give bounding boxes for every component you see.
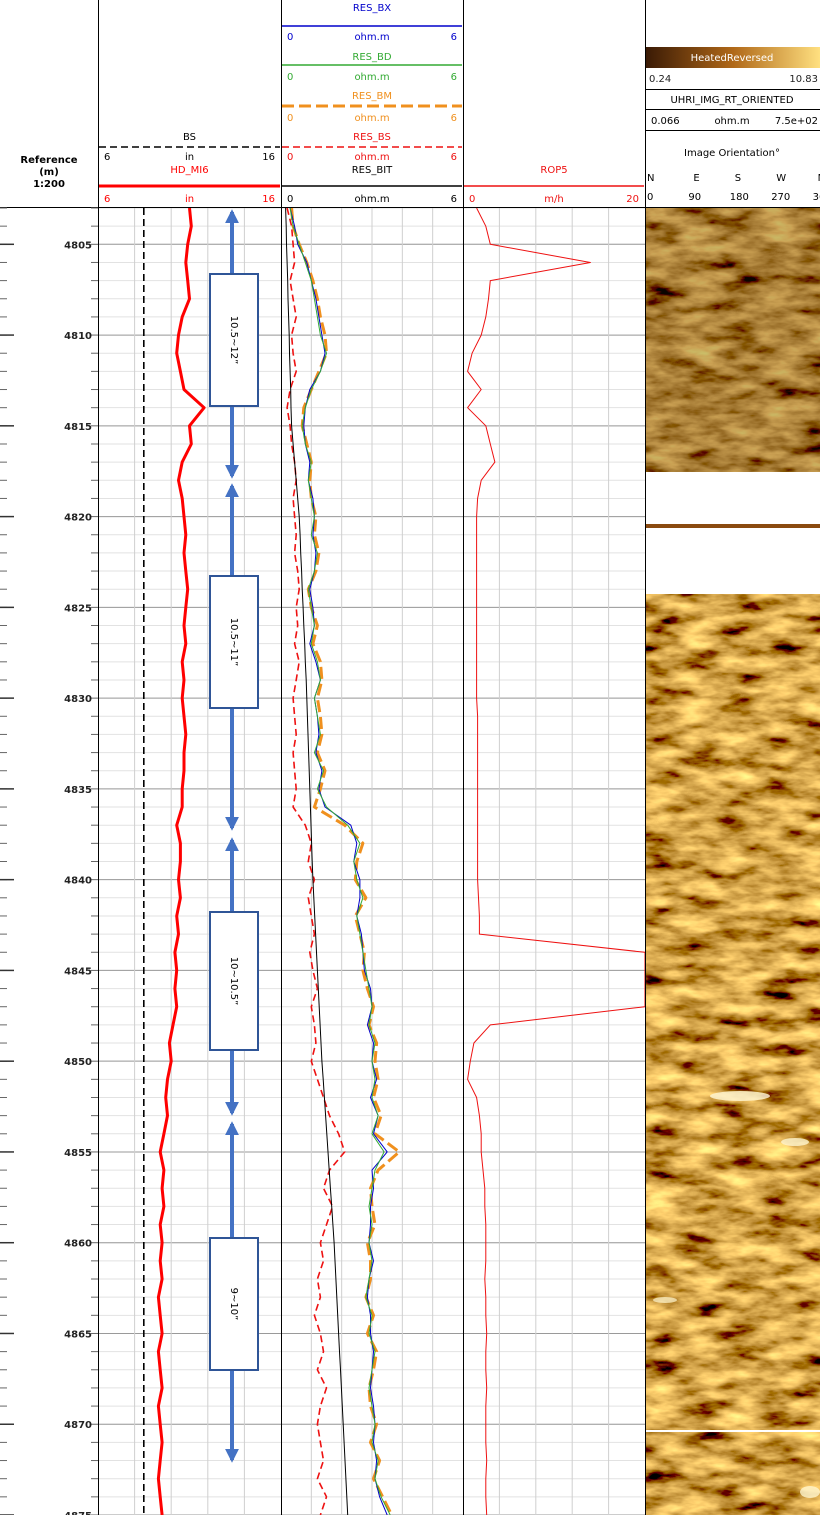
scale-max: 6 <box>451 194 457 205</box>
scale-unit: in <box>185 194 194 205</box>
image-gap <box>645 472 820 594</box>
scale-max: 16 <box>262 152 275 163</box>
orientation-tick-label: 360 <box>813 192 820 203</box>
depth-tick-label: 4855 <box>64 1148 92 1159</box>
curve-name: RES_BD <box>352 52 391 63</box>
scale-unit: ohm.m <box>354 194 389 205</box>
scale-max: 6 <box>451 32 457 43</box>
direction-label: W <box>776 173 786 184</box>
depth-header-label: Reference <box>20 155 77 166</box>
scale-max: 16 <box>262 194 275 205</box>
scale-min: 6 <box>104 152 110 163</box>
scale-min: 6 <box>104 194 110 205</box>
depth-header-label: (m) <box>39 167 59 178</box>
scale-unit: ohm.m <box>354 152 389 163</box>
scale-unit: m/h <box>544 194 563 205</box>
scale-unit: ohm.m <box>354 32 389 43</box>
direction-label: S <box>735 173 741 184</box>
annotation-text: 10.5~11” <box>228 618 239 667</box>
orientation-tick-label: 270 <box>771 192 790 203</box>
direction-label: E <box>693 173 699 184</box>
scale-min: 0 <box>287 152 293 163</box>
orientation-tick-label: 90 <box>688 192 701 203</box>
image-range-max: 7.5e+02 <box>775 116 818 127</box>
depth-tick-label: 4875 <box>64 1511 92 1515</box>
scale-max: 6 <box>451 72 457 83</box>
curve-name: RES_BS <box>353 132 391 143</box>
image-range-unit: ohm.m <box>714 116 749 127</box>
image-range-min: 0.066 <box>651 116 680 127</box>
curve-name: BS <box>183 132 196 143</box>
depth-tick-label: 4865 <box>64 1329 92 1340</box>
depth-tick-label: 4815 <box>64 422 92 433</box>
depth-tick-label: 4860 <box>64 1239 92 1250</box>
image-bright-spot <box>653 1297 677 1303</box>
annotation-text: 9~10” <box>228 1288 239 1321</box>
depth-tick-label: 4825 <box>64 603 92 614</box>
page: {"depth_track": {"labels": ["Reference",… <box>0 0 820 1515</box>
image-streak <box>645 1430 820 1432</box>
curve-name: RES_BIT <box>352 165 393 176</box>
colorbar-max: 10.83 <box>789 74 818 85</box>
direction-label: N <box>647 173 654 184</box>
scale-min: 0 <box>469 194 475 205</box>
colorbar-min: 0.24 <box>649 74 671 85</box>
scale-min: 0 <box>287 72 293 83</box>
image-bright-spot <box>781 1138 809 1146</box>
scale-min: 0 <box>287 32 293 43</box>
depth-tick-label: 4850 <box>64 1057 92 1068</box>
depth-tick-label: 4810 <box>64 331 92 342</box>
depth-tick-label: 4820 <box>64 513 92 524</box>
annotation-text: 10.5~12” <box>228 316 239 365</box>
colormap-name: HeatedReversed <box>691 53 774 64</box>
depth-tick-label: 4835 <box>64 785 92 796</box>
depth-tick-label: 4830 <box>64 694 92 705</box>
well-log: Reference(m)1:200 4805 4810 4815 4820 4825 483… <box>0 0 820 1515</box>
depth-tick-label: 4845 <box>64 966 92 977</box>
scale-unit: ohm.m <box>354 113 389 124</box>
scale-max: 6 <box>451 113 457 124</box>
curve-name: ROP5 <box>540 165 567 176</box>
image-bright-spot <box>800 1486 820 1498</box>
scale-unit: ohm.m <box>354 72 389 83</box>
image-track <box>645 208 820 1515</box>
image-orientation-title: Image Orientation° <box>684 148 780 159</box>
curve-name: HD_MI6 <box>170 165 208 176</box>
orientation-tick-label: 180 <box>730 192 749 203</box>
depth-header-label: 1:200 <box>33 179 65 190</box>
orientation-tick-label: 0 <box>647 192 653 203</box>
scale-max: 6 <box>451 152 457 163</box>
curve-name: RES_BX <box>353 3 391 14</box>
depth-tick-label: 4870 <box>64 1420 92 1431</box>
annotation-text: 10~10.5” <box>228 957 239 1006</box>
scale-max: 20 <box>626 194 639 205</box>
image-streak <box>645 524 820 528</box>
image-shade <box>645 208 820 472</box>
curve-name: RES_BM <box>352 91 392 102</box>
scale-min: 0 <box>287 194 293 205</box>
scale-unit: in <box>185 152 194 163</box>
image-bright-spot <box>710 1091 770 1101</box>
image-curve-name: UHRI_IMG_RT_ORIENTED <box>670 95 793 106</box>
depth-tick-label: 4805 <box>64 240 92 251</box>
scale-min: 0 <box>287 113 293 124</box>
depth-tick-label: 4840 <box>64 876 92 887</box>
